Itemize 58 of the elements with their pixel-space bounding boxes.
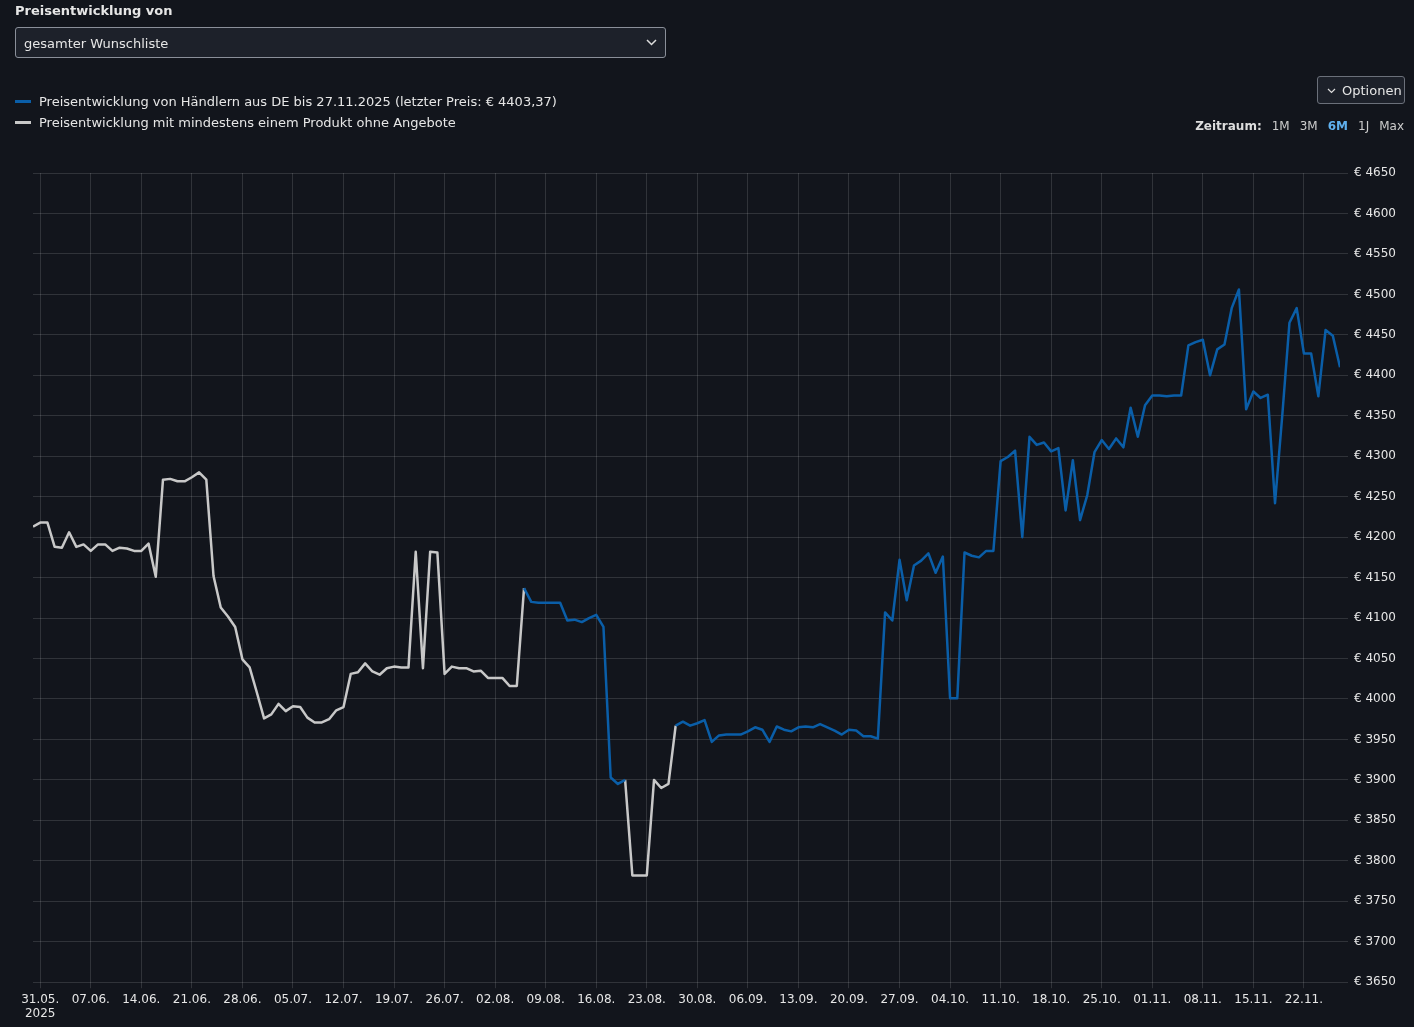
x-tick-label: 23.08. — [627, 991, 666, 1006]
x-tick-label: 04.10. — [930, 991, 970, 1006]
x-tick-label: 16.08. — [577, 991, 616, 1006]
text: gesamter Wunschliste — [24, 36, 169, 51]
x-tick-label: 22.11. — [1284, 991, 1323, 1006]
text: Preisentwicklung von — [15, 3, 173, 18]
y-tick-label: € 4400 — [1354, 367, 1397, 382]
x-tick-label: 12.07. — [324, 991, 363, 1006]
x-tick-label: 30.08. — [678, 991, 717, 1006]
y-tick-label: € 4300 — [1354, 448, 1397, 463]
y-tick-label: € 4350 — [1354, 407, 1397, 422]
text: 1M — [1271, 119, 1290, 133]
legend-label: Preisentwicklung von Händlern aus DE bis 27.11.2025 (letzter Preis: € 4403,37) — [38, 93, 557, 111]
x-tick-label: 19.07. — [374, 991, 414, 1006]
y-tick-label: € 4100 — [1354, 610, 1397, 625]
x-tick-label: 11.10. — [981, 991, 1020, 1006]
text: Zeitraum: — [1195, 119, 1262, 133]
text: 6M — [1327, 119, 1348, 133]
y-tick-label: € 4550 — [1354, 246, 1397, 261]
legend-label: Preisentwicklung mit mindestens einem Produkt ohne Angebote — [38, 114, 457, 132]
y-tick-label: € 4250 — [1354, 488, 1397, 503]
x-tick-label: 18.10. — [1032, 991, 1071, 1006]
x-tick-label: 31.05. 2025 — [21, 991, 60, 1020]
x-tick-label: 20.09. — [829, 991, 869, 1006]
y-tick-label: € 3850 — [1354, 812, 1397, 827]
x-tick-label: 27.09. — [880, 991, 919, 1006]
x-tick-label: 13.09. — [779, 991, 818, 1006]
x-tick-label: 28.06. — [223, 991, 262, 1006]
y-tick-label: € 3950 — [1354, 731, 1397, 746]
x-tick-label: 25.10. — [1082, 991, 1121, 1006]
y-tick-label: € 4200 — [1354, 529, 1397, 544]
x-tick-label: 09.08. — [526, 991, 565, 1006]
text: 1J — [1358, 119, 1370, 133]
y-tick-label: € 4500 — [1354, 286, 1397, 301]
y-tick-label: € 4050 — [1354, 650, 1397, 665]
y-tick-label: € 3800 — [1354, 852, 1397, 867]
y-tick-label: € 4450 — [1354, 326, 1397, 341]
x-tick-label: 05.07. — [273, 991, 313, 1006]
text: Max — [1379, 119, 1404, 133]
y-tick-label: € 4650 — [1354, 165, 1397, 180]
x-tick-label: 08.11. — [1183, 991, 1222, 1006]
text: 3M — [1299, 119, 1318, 133]
y-tick-label: € 3750 — [1354, 893, 1397, 908]
x-tick-label: 07.06. — [71, 991, 110, 1006]
x-tick-label: 26.07. — [425, 991, 464, 1006]
y-tick-label: € 3650 — [1354, 974, 1397, 989]
text: Optionen — [1342, 83, 1402, 98]
x-tick-label: 14.06. — [122, 991, 161, 1006]
y-tick-label: € 4000 — [1354, 691, 1397, 706]
x-tick-label: 06.09. — [728, 991, 767, 1006]
x-tick-label: 01.11. — [1133, 991, 1172, 1006]
y-tick-label: € 4600 — [1354, 205, 1397, 220]
x-tick-label: 21.06. — [172, 991, 211, 1006]
y-tick-label: € 4150 — [1354, 569, 1397, 584]
x-tick-label: 02.08. — [476, 991, 515, 1006]
y-tick-label: € 3900 — [1354, 772, 1397, 787]
y-tick-label: € 3700 — [1354, 933, 1397, 948]
x-tick-label: 15.11. — [1234, 991, 1273, 1006]
